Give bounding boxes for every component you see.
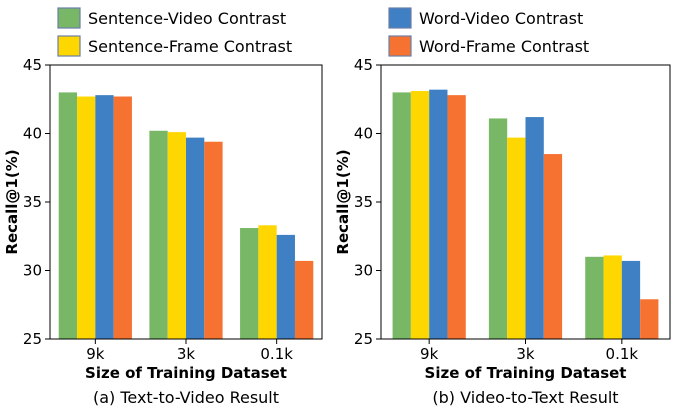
legend-label-3: Word-Frame Contrast [419,37,589,56]
ytick-label-0-4: 45 [23,56,42,74]
legend-swatch-2 [388,7,412,29]
y-axis-label-1: Recall@1(%) [334,149,352,254]
xtick-label-0-1: 3k [177,345,196,363]
bar-c1-s0-2 [585,256,604,339]
legend-label-2: Word-Video Contrast [419,9,583,28]
x-axis-label-1: Size of Training Dataset [425,364,627,382]
bar-c1-s3-2 [640,299,659,339]
caption-0: (a) Text-to-Video Result [93,388,279,407]
bar-c0-s1-1 [167,132,186,339]
bar-c1-s2-1 [525,117,544,339]
bar-c1-s2-0 [429,89,448,339]
bar-c0-s0-1 [149,130,168,339]
xtick-label-0-2: 0.1k [260,345,293,363]
bar-c1-s1-0 [410,91,430,339]
ytick-label-0-0: 25 [23,330,42,348]
legend-label-0: Sentence-Video Contrast [88,9,286,28]
bar-c1-s1-1 [507,137,526,339]
bar-c0-s0-2 [240,228,259,339]
ytick-label-1-2: 35 [354,193,373,211]
bar-c1-s1-2 [603,255,622,339]
bar-c1-s0-1 [488,118,508,340]
x-axis-label-0: Size of Training Dataset [85,364,287,382]
bar-c0-s3-2 [294,260,314,339]
y-axis-label-0: Recall@1(%) [3,149,21,254]
bar-c1-s3-1 [543,154,563,339]
legend-swatch-3 [388,35,412,57]
ytick-label-1-4: 45 [354,56,373,74]
legend-label-1: Sentence-Frame Contrast [88,37,292,56]
xtick-label-0-0: 9k [86,345,105,363]
bar-c0-s3-1 [204,141,223,339]
ytick-label-0-3: 40 [23,125,42,143]
bar-c0-s3-0 [113,96,132,339]
legend-swatch-0 [57,7,81,29]
xtick-label-1-0: 9k [420,345,439,363]
legend-swatch-1 [57,35,81,57]
bar-c1-s3-0 [447,95,466,339]
bar-c0-s2-1 [186,137,205,339]
xtick-label-1-2: 0.1k [606,345,639,363]
xtick-label-1-1: 3k [516,345,535,363]
bar-c1-s2-2 [621,260,641,339]
bar-c0-s2-2 [276,234,295,339]
ytick-label-0-1: 30 [23,262,42,280]
bar-c0-s2-0 [95,95,114,339]
ytick-label-1-3: 40 [354,125,373,143]
bar-c0-s0-0 [58,92,78,340]
legend: Sentence-Video Contrast Sentence-Frame Co… [57,7,589,57]
ytick-label-0-2: 35 [23,193,42,211]
ytick-label-1-1: 30 [354,262,373,280]
bar-c1-s0-0 [392,92,411,340]
bar-c0-s1-2 [258,225,277,339]
ytick-label-1-0: 25 [354,330,373,348]
caption-1: (b) Video-to-Text Result [432,388,618,407]
bar-c0-s1-0 [77,96,96,339]
